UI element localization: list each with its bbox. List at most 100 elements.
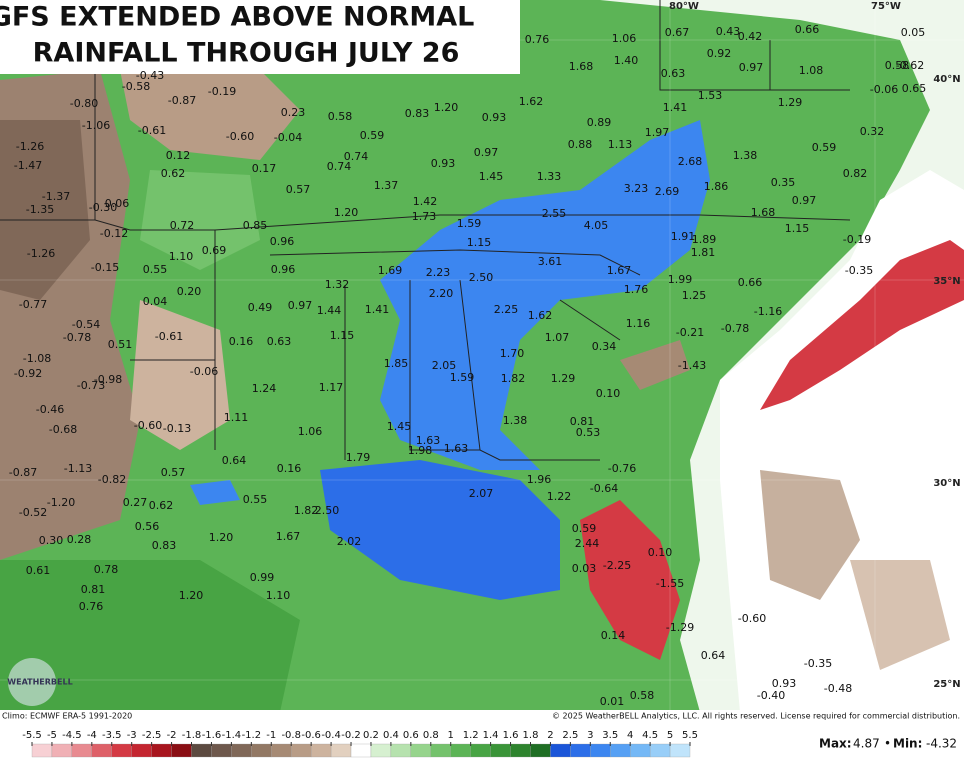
value-label: 1.62 <box>519 95 544 108</box>
value-label: 0.93 <box>482 111 507 124</box>
value-label: 1.32 <box>325 278 350 291</box>
value-label: 0.64 <box>701 649 726 662</box>
value-label: 1.97 <box>645 126 670 139</box>
value-label: 0.20 <box>177 285 202 298</box>
value-label: 0.58 <box>328 110 353 123</box>
value-label: -0.60 <box>134 419 162 432</box>
value-label: -0.60 <box>226 130 254 143</box>
value-label: -0.60 <box>738 612 766 625</box>
value-label: 1.17 <box>319 381 344 394</box>
value-label: 0.23 <box>281 106 306 119</box>
value-label: 0.96 <box>270 235 295 248</box>
color-bin <box>51 743 73 758</box>
value-label: 1.45 <box>387 420 412 433</box>
value-label: -0.13 <box>163 422 191 435</box>
value-label: 1.20 <box>434 101 459 114</box>
value-label: 2.07 <box>469 487 494 500</box>
color-bin <box>91 743 112 758</box>
value-label: -1.13 <box>64 462 92 475</box>
value-label: -0.06 <box>870 83 898 96</box>
colorbar-tick-label: -1.8 <box>182 730 202 741</box>
value-label: 0.06 <box>105 197 130 210</box>
colorbar-tick-label: 1 <box>448 730 454 741</box>
min-value: -4.32 <box>926 737 957 751</box>
colorbar-tick-label: 1.8 <box>523 730 539 741</box>
value-label: -0.92 <box>14 367 42 380</box>
value-label: 1.10 <box>169 250 194 263</box>
value-label: 0.63 <box>267 335 292 348</box>
color-bin <box>111 743 132 758</box>
value-label: 2.50 <box>469 271 494 284</box>
value-label: 0.57 <box>286 183 311 196</box>
value-label: 1.91 <box>671 230 696 243</box>
colorbar-tick-label: 0.6 <box>403 730 419 741</box>
value-label: -1.35 <box>26 203 54 216</box>
value-label: 1.76 <box>624 283 649 296</box>
value-label: 0.93 <box>772 677 797 690</box>
value-label: 1.44 <box>317 304 342 317</box>
value-label: 0.89 <box>587 116 612 129</box>
value-label: 0.69 <box>202 244 227 257</box>
value-label: 1.40 <box>614 54 639 67</box>
color-bin <box>450 743 471 758</box>
value-label: -0.68 <box>49 423 77 436</box>
colorbar-tick-label: 4 <box>627 730 633 741</box>
value-label: -0.87 <box>9 466 37 479</box>
value-label: 1.45 <box>479 170 504 183</box>
value-label: 0.76 <box>525 33 550 46</box>
value-label: 0.59 <box>360 129 385 142</box>
value-label: -0.30 <box>89 201 117 214</box>
value-label: 0.30 <box>39 534 64 547</box>
value-label: -1.37 <box>42 190 70 203</box>
value-label: 0.88 <box>568 138 593 151</box>
color-bin <box>171 743 192 758</box>
value-label: 1.63 <box>444 442 469 455</box>
colorbar-tick-label: 1.4 <box>483 730 499 741</box>
colorbar-tick-label: 4.5 <box>642 730 658 741</box>
value-label: 2.68 <box>678 155 703 168</box>
climo-note: Climo: ECMWF ERA-5 1991-2020 <box>2 712 132 721</box>
colorbar-tick-label: -4 <box>87 730 97 741</box>
colorbar-tick-label: 2.5 <box>562 730 578 741</box>
colorbar-tick-label: -5.5 <box>22 730 42 741</box>
value-label: 1.82 <box>294 504 319 517</box>
value-label: 0.81 <box>570 415 595 428</box>
value-label: 1.70 <box>500 347 525 360</box>
color-bin <box>649 743 671 758</box>
color-bin <box>490 743 511 758</box>
value-label: 1.81 <box>691 246 716 259</box>
separator: • <box>884 737 891 751</box>
colorbar-tick-label: 1.6 <box>503 730 519 741</box>
value-label: 1.68 <box>751 206 776 219</box>
value-label: 1.16 <box>626 317 651 330</box>
map-background <box>0 0 964 712</box>
value-label: 2.69 <box>655 185 680 198</box>
color-bin <box>390 743 411 758</box>
value-label: -0.19 <box>843 233 871 246</box>
value-label: 0.58 <box>630 689 655 702</box>
value-label: 1.38 <box>503 414 528 427</box>
value-label: -1.43 <box>678 359 706 372</box>
value-label: 1.20 <box>209 531 234 544</box>
value-label: 1.29 <box>778 96 803 109</box>
copyright: © 2025 WeatherBELL Analytics, LLC. All r… <box>552 712 960 721</box>
value-label: 0.83 <box>152 539 177 552</box>
colorbar-tick-label: -2.5 <box>142 730 162 741</box>
value-label: 0.82 <box>843 167 868 180</box>
value-label: -0.48 <box>824 682 852 695</box>
value-label: 1.99 <box>668 273 693 286</box>
color-bin <box>251 743 272 758</box>
colorbar-tick-label: 0.8 <box>423 730 439 741</box>
color-bin <box>330 743 352 758</box>
colorbar-tick-label: 3.5 <box>602 730 618 741</box>
color-bin <box>610 743 631 758</box>
value-label: 1.10 <box>266 589 291 602</box>
colorbar-tick-label: 1.2 <box>463 730 479 741</box>
value-label: 0.03 <box>572 562 597 575</box>
value-label: 0.10 <box>596 387 621 400</box>
value-label: -0.35 <box>804 657 832 670</box>
color-bin <box>530 743 551 758</box>
color-bin <box>350 743 372 758</box>
colorbar-tick-label: 2 <box>547 730 553 741</box>
value-label: 1.41 <box>663 101 688 114</box>
